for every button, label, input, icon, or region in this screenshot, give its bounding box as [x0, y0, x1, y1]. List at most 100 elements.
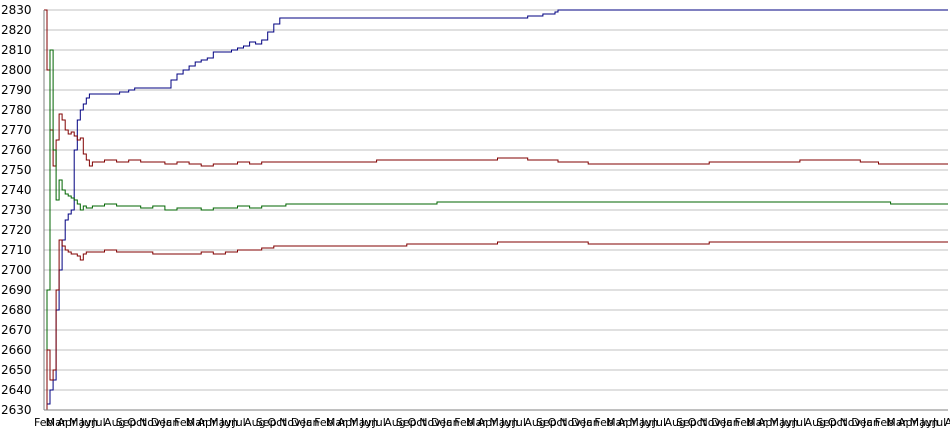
y-tick-label: 2760 — [1, 143, 32, 157]
x-tick-label: Mar — [466, 416, 487, 429]
y-tick-label: 2820 — [1, 23, 32, 37]
x-tick-label: Nov — [559, 416, 581, 429]
axis-layer — [43, 10, 948, 411]
x-tick-label: Feb — [875, 416, 894, 429]
x-tick-label: Feb — [314, 416, 333, 429]
x-tick-label: Jul — [372, 416, 386, 429]
y-tick-label: 2660 — [1, 343, 32, 357]
x-tick-label: Feb — [594, 416, 613, 429]
x-tick-label: Sep — [256, 416, 277, 429]
x-tick-label: Nov — [419, 416, 441, 429]
x-tick-label: May — [629, 416, 652, 429]
x-tick-label: Oct — [408, 416, 428, 429]
x-tick-label: Mar — [46, 416, 67, 429]
y-tick-label: 2790 — [1, 83, 32, 97]
x-tick-label: Sep — [536, 416, 557, 429]
x-tick-label: Sep — [116, 416, 137, 429]
x-tick-label: Apr — [618, 416, 638, 429]
x-tick-label: Jan — [161, 416, 179, 429]
x-tick-label: Jan — [442, 416, 460, 429]
x-tick-label: Dec — [711, 416, 732, 429]
x-tick-label: Oct — [127, 416, 147, 429]
y-tick-label: 2780 — [1, 103, 32, 117]
x-tick-label: Dec — [431, 416, 452, 429]
x-tick-label: Dec — [151, 416, 172, 429]
x-tick-label: Jan — [582, 416, 600, 429]
x-tick-label: Mar — [326, 416, 347, 429]
x-tick-label: Apr — [478, 416, 498, 429]
y-tick-label: 2810 — [1, 43, 32, 57]
x-tick-label: Apr — [197, 416, 217, 429]
y-tick-label: 2800 — [1, 63, 32, 77]
x-tick-label: Mar — [186, 416, 207, 429]
x-tick-label: Jul — [792, 416, 806, 429]
y-tick-label: 2680 — [1, 303, 32, 317]
x-tick-label: Jan — [302, 416, 320, 429]
x-tick-label: Jan — [722, 416, 740, 429]
x-tick-label: May — [349, 416, 372, 429]
x-tick-label: Sep — [676, 416, 697, 429]
y-tick-label: 2720 — [1, 223, 32, 237]
x-tick-label: Nov — [139, 416, 161, 429]
x-tick-label: Aug — [384, 416, 405, 429]
x-tick-label: Jul — [652, 416, 666, 429]
x-tick-label: Dec — [571, 416, 592, 429]
y-tick-label: 2740 — [1, 183, 32, 197]
x-tick-label: Nov — [699, 416, 721, 429]
x-tick-label: Dec — [291, 416, 312, 429]
y-tick-label: 2690 — [1, 283, 32, 297]
x-tick-label: Jul — [932, 416, 946, 429]
x-tick-label: Aug — [104, 416, 125, 429]
y-tick-labels: 2630 2640 2650 2660 2670 2680 2690 2700 2710 2720… — [1, 3, 32, 417]
x-tick-labels: FebMarAprMayJunJulAugSepOctNovDecJanFebM… — [34, 416, 950, 429]
x-tick-label: May — [69, 416, 92, 429]
x-tick-label: May — [209, 416, 232, 429]
x-tick-label: Oct — [828, 416, 848, 429]
x-tick-label: Aug — [244, 416, 265, 429]
x-tick-label: May — [910, 416, 933, 429]
x-tick-label: Sep — [816, 416, 837, 429]
series-line — [44, 49, 948, 411]
x-tick-label: Feb — [454, 416, 473, 429]
x-tick-label: Jun — [80, 416, 98, 429]
y-tick-label: 2750 — [1, 163, 32, 177]
y-tick-label: 2770 — [1, 123, 32, 137]
x-tick-label: Jul — [231, 416, 245, 429]
y-tick-label: 2640 — [1, 383, 32, 397]
x-tick-label: Oct — [688, 416, 708, 429]
y-tick-label: 2710 — [1, 243, 32, 257]
x-tick-label: Feb — [174, 416, 193, 429]
grid-layer — [44, 9, 948, 411]
x-tick-label: Jun — [640, 416, 658, 429]
x-tick-label: May — [770, 416, 793, 429]
x-tick-label: Nov — [840, 416, 862, 429]
x-tick-label: Aug — [945, 416, 950, 429]
x-tick-label: Oct — [548, 416, 568, 429]
x-tick-label: May — [489, 416, 512, 429]
x-tick-label: Jun — [920, 416, 938, 429]
x-tick-label: Apr — [758, 416, 778, 429]
y-tick-label: 2630 — [1, 403, 32, 417]
x-tick-label: Aug — [664, 416, 685, 429]
x-tick-label: Jun — [360, 416, 378, 429]
x-tick-label: Oct — [268, 416, 288, 429]
x-tick-label: Apr — [57, 416, 77, 429]
x-tick-label: Feb — [735, 416, 754, 429]
x-tick-label: Jun — [780, 416, 798, 429]
x-tick-label: Dec — [851, 416, 872, 429]
series-line — [44, 9, 948, 411]
series-line — [44, 239, 948, 411]
x-tick-label: Jun — [220, 416, 238, 429]
x-tick-label: Jul — [91, 416, 105, 429]
y-tick-label: 2700 — [1, 263, 32, 277]
x-tick-label: Aug — [524, 416, 545, 429]
x-tick-label: Nov — [279, 416, 301, 429]
x-tick-label: Mar — [886, 416, 907, 429]
x-tick-label: Mar — [746, 416, 767, 429]
x-tick-label: Sep — [396, 416, 417, 429]
x-tick-label: Feb — [34, 416, 53, 429]
y-tick-label: 2670 — [1, 323, 32, 337]
x-tick-label: Apr — [898, 416, 918, 429]
y-tick-label: 2830 — [1, 3, 32, 17]
